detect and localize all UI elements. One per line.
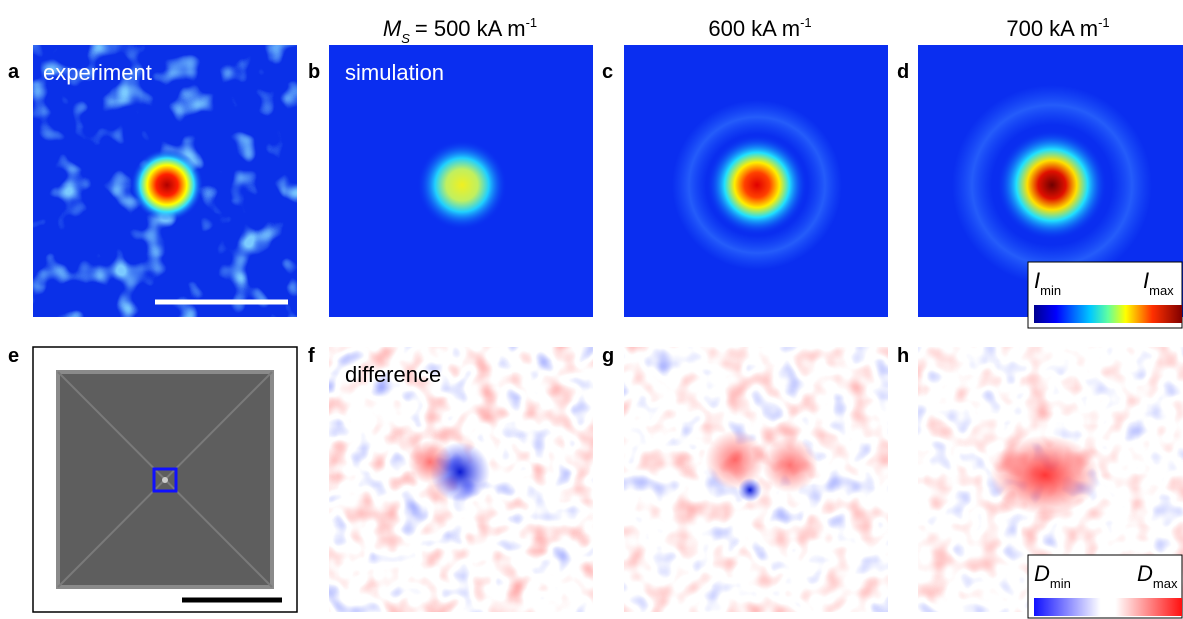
panel-label: simulation — [345, 60, 444, 85]
header-text: = 500 kA m — [415, 16, 526, 41]
experiment-image — [33, 45, 297, 317]
header-text: 700 kA m — [1006, 16, 1098, 41]
header-text: 600 kA m — [708, 16, 800, 41]
panel-letter: d — [897, 61, 909, 83]
subscript: S — [401, 31, 410, 46]
symbol: I — [1034, 268, 1040, 293]
panel-letter: f — [308, 345, 315, 367]
column-header: 600 kA m-1 — [708, 15, 811, 41]
superscript: -1 — [1098, 15, 1110, 30]
colorbar-max: Imax — [1143, 268, 1174, 298]
panel-letter: h — [897, 345, 909, 367]
colorbar-max: Dmax — [1137, 561, 1178, 591]
subscript: max — [1153, 576, 1178, 591]
difference-image — [329, 347, 1183, 612]
column-header: 700 kA m-1 — [1006, 15, 1109, 41]
colorbar: Dmin Dmax — [1027, 554, 1183, 619]
symbol: I — [1143, 268, 1149, 293]
column-header: MS = 500 kA m-1 — [383, 15, 537, 46]
panel-label: experiment — [43, 60, 152, 85]
symbol: M — [383, 16, 402, 41]
subscript: min — [1040, 283, 1061, 298]
simulation-image — [329, 45, 1183, 317]
subscript: max — [1149, 283, 1174, 298]
panel-letter: e — [8, 345, 19, 367]
symbol: D — [1137, 561, 1153, 586]
superscript: -1 — [800, 15, 812, 30]
panel-label: difference — [345, 362, 441, 387]
symbol: D — [1034, 561, 1050, 586]
overview-image — [32, 346, 298, 613]
panel-letter: g — [602, 345, 614, 367]
panel-letter: b — [308, 61, 320, 83]
panel-letter: a — [8, 61, 20, 83]
colorbar-min: Imin — [1034, 268, 1061, 298]
superscript: -1 — [526, 15, 538, 30]
colorbar: Imin Imax — [1027, 261, 1183, 329]
colorbar-min: Dmin — [1034, 561, 1071, 591]
subscript: min — [1050, 576, 1071, 591]
panel-letter: c — [602, 61, 613, 83]
